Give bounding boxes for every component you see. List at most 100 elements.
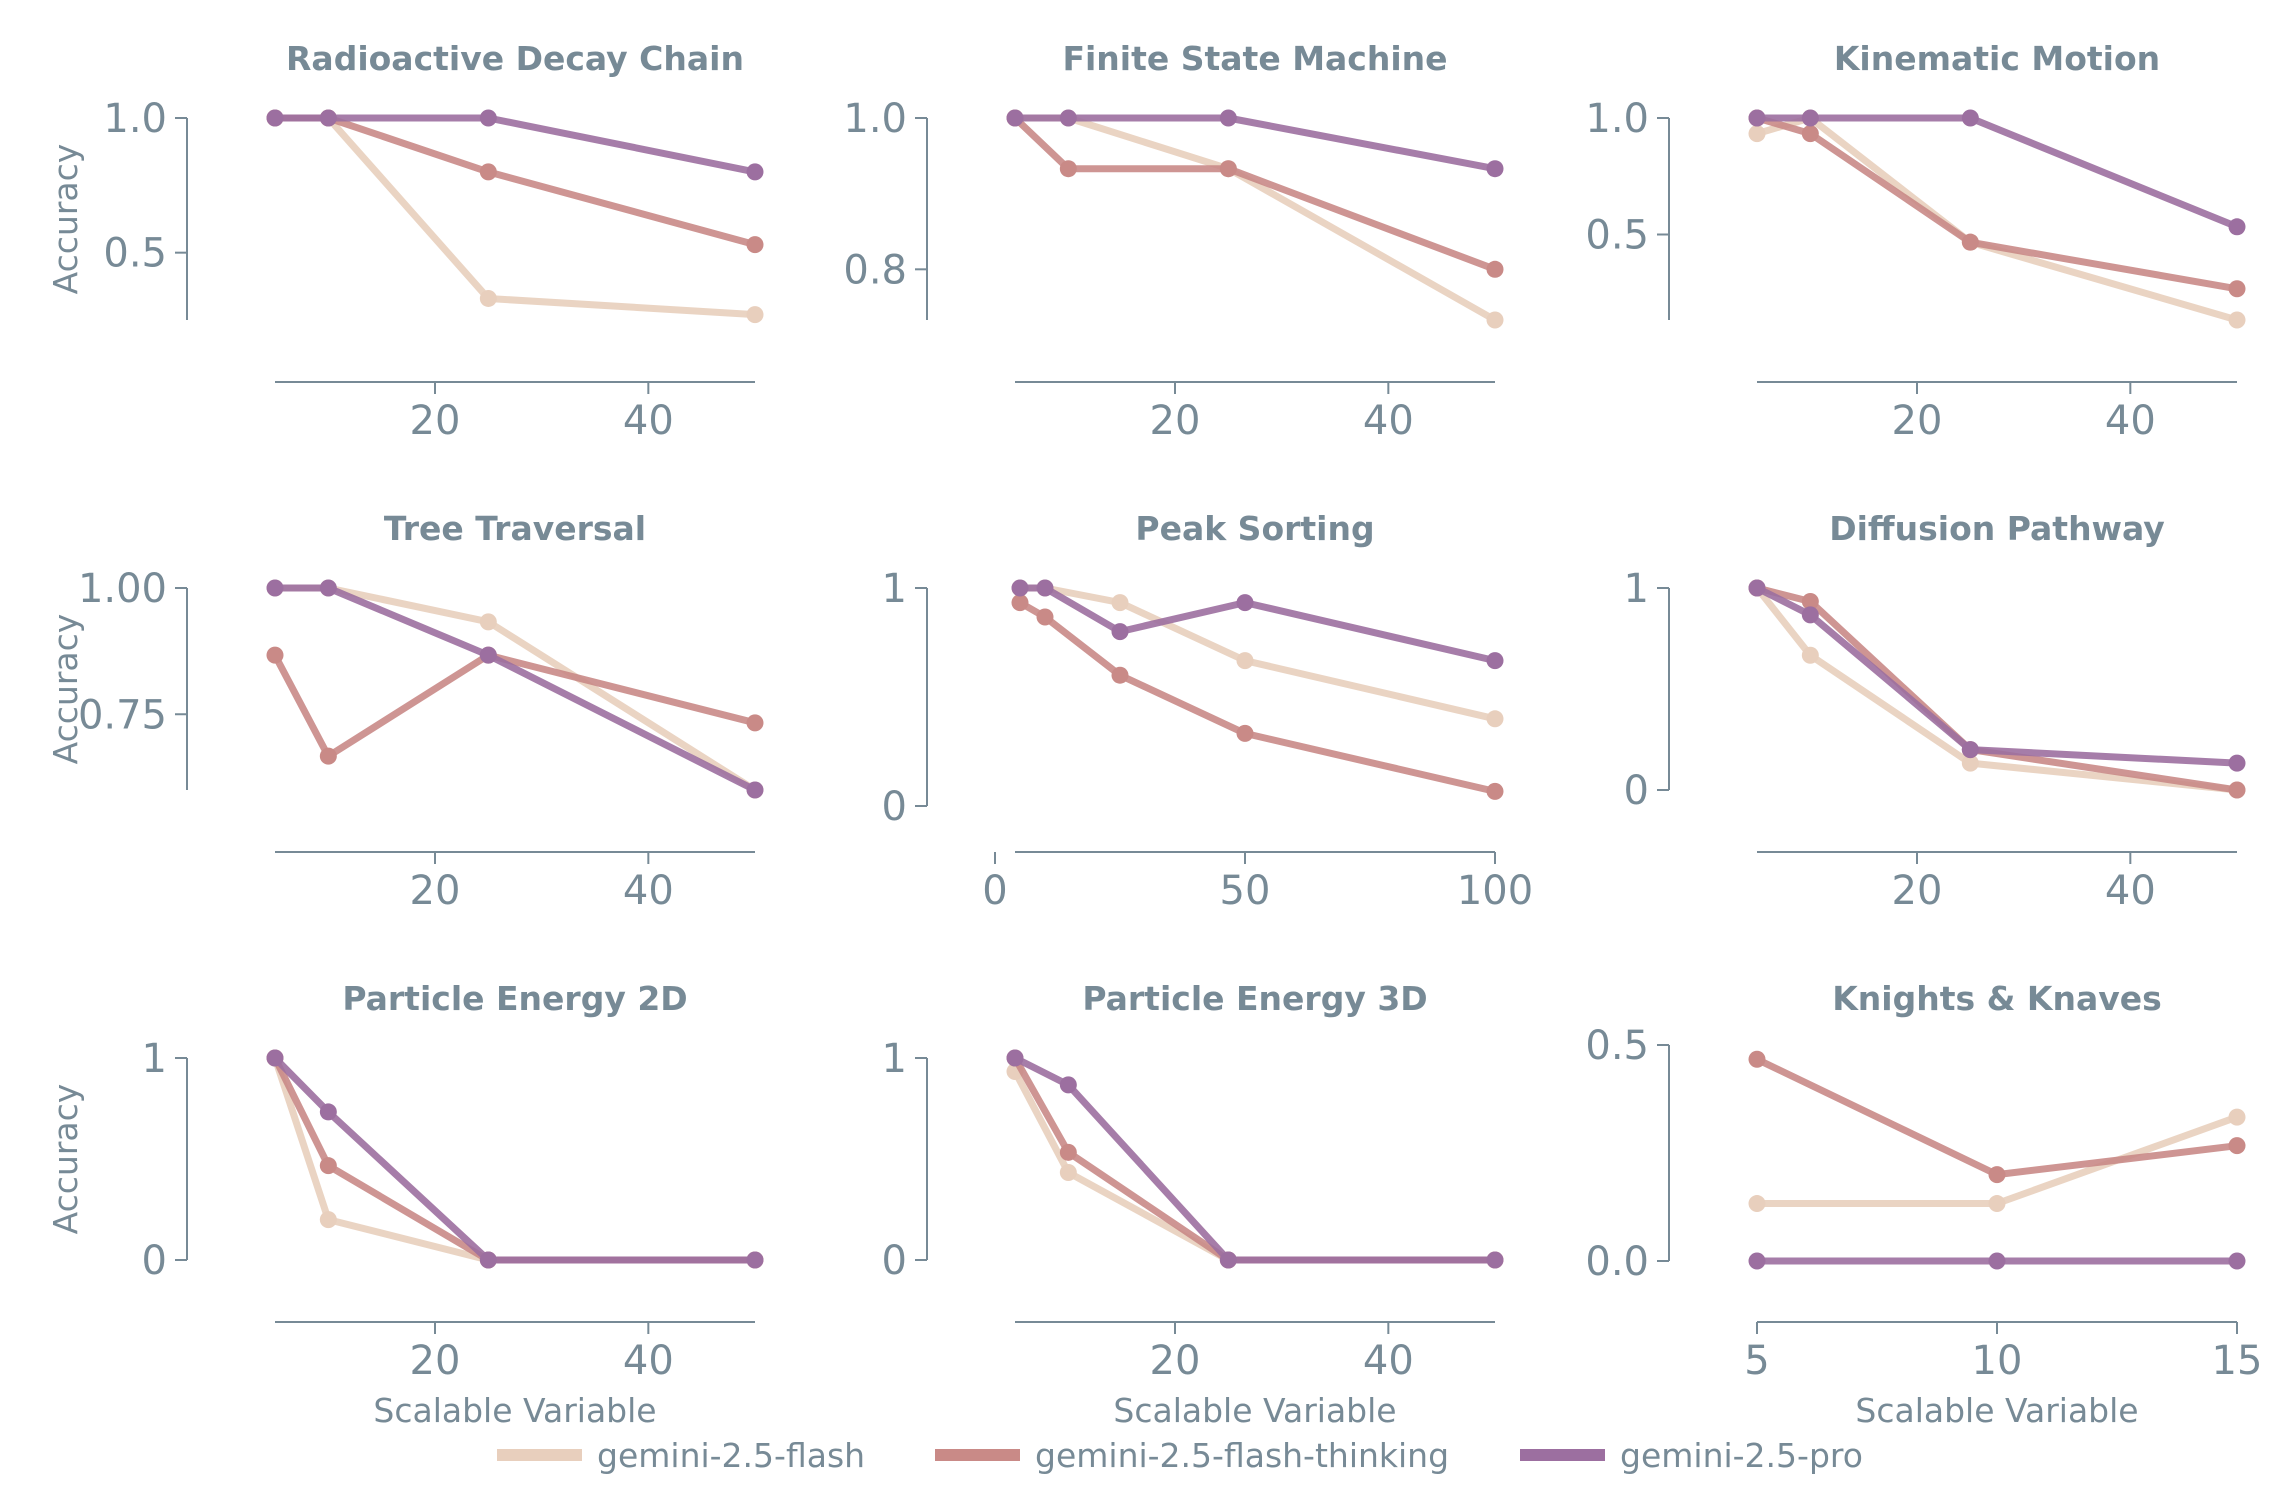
data-point [2228,311,2246,329]
series-gemini-2-5-flash [1011,579,1504,728]
data-point [266,579,284,597]
data-point [1748,109,1766,127]
series-line [1011,114,1499,173]
data-point [746,781,764,799]
series-gemini-2-5-flash-thinking [1748,1050,2246,1184]
data-point [1059,1164,1077,1182]
data-point [2228,754,2246,772]
y-tick-label: 0.5 [1585,1023,1649,1069]
y-tick-label: 0.5 [1585,212,1649,258]
y-tick-label: 0.5 [103,231,167,277]
x-tick-label: 20 [410,1338,461,1384]
series-gemini-2-5-pro [1748,1252,2246,1270]
data-point [1748,1050,1766,1068]
data-point [479,1251,497,1269]
panel-knights-knaves: Knights & Knaves 0.5 0.0 5 10 15 Scalable Vari… [1585,979,2262,1430]
legend: gemini-2.5-flash gemini-2.5-flash-thinkin… [497,1436,1863,1475]
panel-radioactive-decay-chain: Radioactive Decay Chain 1.0 0.5 Accuracy 20 4… [46,39,764,444]
data-point [746,163,764,181]
series-gemini-2-5-flash [266,1049,764,1269]
x-axis-label: Scalable Variable [373,1391,656,1430]
data-point [1111,594,1129,612]
series-line [271,1054,759,1264]
x-tick-label: 20 [1892,398,1943,444]
series-line [271,584,759,794]
legend-label: gemini-2.5-flash [597,1436,865,1475]
data-point [1111,623,1129,641]
data-point [2228,1137,2246,1155]
series-gemini-2-5-pro [266,579,764,799]
x-tick-label: 20 [1150,1338,1201,1384]
data-point [1219,160,1237,178]
data-point [1236,594,1254,612]
data-point [319,109,337,127]
data-point [1219,109,1237,127]
data-point [746,714,764,732]
x-tick-label: 20 [410,398,461,444]
series-gemini-2-5-flash-thinking [266,1049,764,1269]
data-point [266,1049,284,1067]
data-point [1219,1251,1237,1269]
y-axis-label: Accuracy [46,1084,85,1235]
series-line [271,114,759,176]
panel-title: Tree Traversal [384,509,646,548]
y-axis-label: Accuracy [46,614,85,765]
legend-label: gemini-2.5-flash-thinking [1035,1436,1449,1475]
series-line [1011,1054,1499,1264]
data-point [1006,109,1024,127]
data-point [319,747,337,765]
series-line [271,651,759,760]
x-axis-label: Scalable Variable [1855,1391,2138,1430]
panel-title: Diffusion Pathway [1829,509,2165,548]
series-gemini-2-5-flash [266,109,764,324]
y-tick-label: 0 [882,784,907,830]
series-line [1753,584,2241,794]
data-point [1801,109,1819,127]
x-tick-label: 0 [982,868,1007,914]
legend-label: gemini-2.5-pro [1620,1436,1863,1475]
data-point [479,646,497,664]
data-point [1236,652,1254,670]
series-gemini-2-5-flash [1748,1108,2246,1213]
y-tick-label: 0.0 [1585,1239,1649,1285]
x-tick-label: 40 [1363,1338,1414,1384]
y-tick-label: 1 [882,566,907,612]
series-gemini-2-5-flash-thinking [1006,1049,1504,1269]
panel-title: Particle Energy 2D [342,979,687,1018]
x-tick-label: 40 [623,398,674,444]
panel-title: Kinematic Motion [1834,39,2160,78]
data-point [1486,1251,1504,1269]
series-line [1753,114,2241,293]
data-point [1961,754,1979,772]
series-gemini-2-5-flash-thinking [1011,594,1504,800]
x-tick-label: 5 [1744,1338,1769,1384]
series-line [1753,1113,2241,1207]
data-point [1011,579,1029,597]
data-point [1961,233,1979,251]
x-axis-label: Scalable Variable [1113,1391,1396,1430]
y-tick-label: 1 [1624,566,1649,612]
y-tick-label: 0 [882,1238,907,1284]
data-point [1111,666,1129,684]
y-axis-label: Accuracy [46,144,85,295]
series-line [1753,1055,2241,1179]
data-point [1801,646,1819,664]
y-tick-label: 1 [142,1036,167,1082]
chart-panels: Radioactive Decay Chain 1.0 0.5 Accuracy 20 4… [46,39,2262,1430]
data-point [1961,741,1979,759]
data-point [1059,109,1077,127]
data-point [746,236,764,254]
series-gemini-2-5-flash-thinking [1006,109,1504,278]
series-gemini-2-5-pro [266,1049,764,1269]
y-tick-label: 0 [1624,768,1649,814]
data-point [319,1157,337,1175]
data-point [1486,260,1504,278]
y-tick-label: 1.0 [103,96,167,142]
data-point [1059,1143,1077,1161]
series-gemini-2-5-pro [1006,1049,1504,1269]
data-point [319,1103,337,1121]
y-tick-label: 1 [882,1036,907,1082]
data-point [2228,781,2246,799]
x-tick-label: 40 [2105,868,2156,914]
series-gemini-2-5-pro [1006,109,1504,178]
